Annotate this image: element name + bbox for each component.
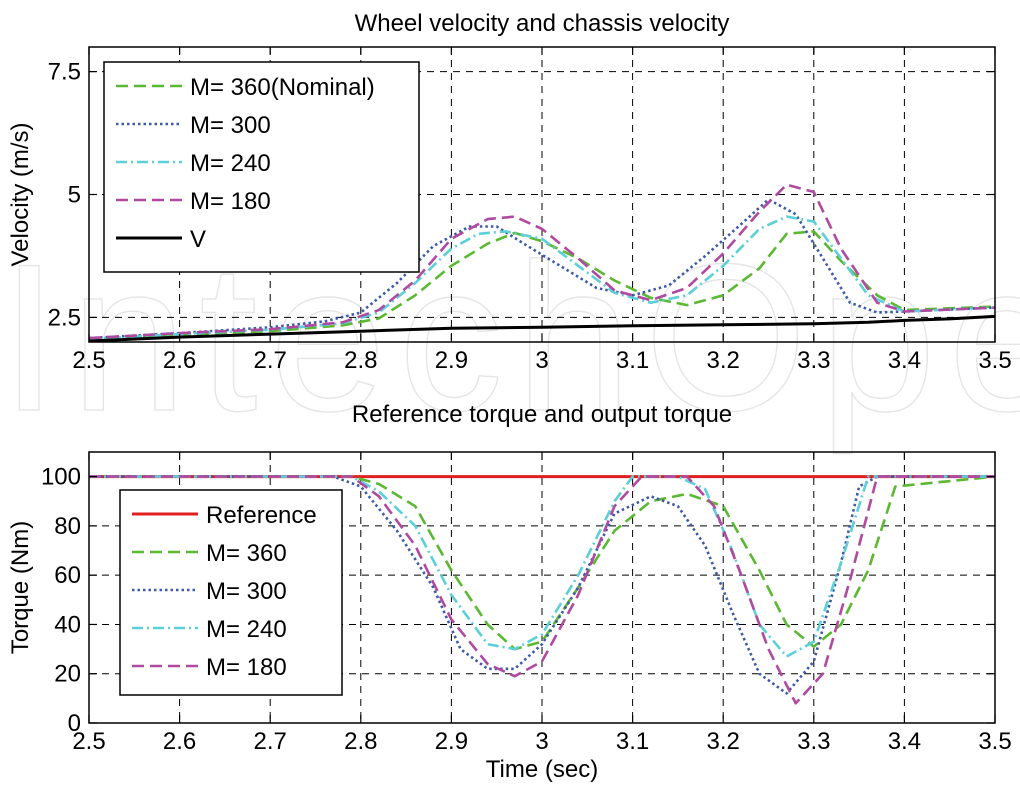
x-tick-label: 3.1 — [616, 728, 649, 755]
y-tick-label: 60 — [54, 562, 81, 589]
series-line-5 — [89, 475, 995, 705]
y-tick-label: 40 — [54, 611, 81, 638]
y-axis-label: Torque (Nm) — [7, 521, 34, 654]
y-axis-label: Velocity (m/s) — [7, 122, 34, 266]
chart-title: Wheel velocity and chassis velocity — [355, 10, 730, 37]
series-line-3 — [89, 475, 995, 695]
x-tick-label: 3.1 — [616, 347, 649, 374]
x-tick-label: 3 — [535, 347, 548, 374]
legend: Reference M= 360 M= 300 M= 240 M= 180 — [119, 489, 343, 696]
series-line-2 — [89, 198, 995, 340]
x-tick-label: 3.5 — [978, 728, 1011, 755]
x-tick-label: 2.9 — [435, 728, 468, 755]
x-tick-label: 2.5 — [72, 347, 105, 374]
x-tick-label: 2.6 — [163, 347, 196, 374]
x-tick-label: 3.3 — [797, 728, 830, 755]
x-tick-label: 2.7 — [254, 347, 287, 374]
x-tick-label: 2.6 — [163, 728, 196, 755]
x-tick-label: 3 — [535, 728, 548, 755]
torque-chart: 2.5 2.6 2.7 2.8 2.9 3 3.1 3.2 3.3 3.4 3.5 0 20 40 60 80… — [7, 401, 1012, 783]
legend-label: M= 360(Nominal) — [190, 74, 375, 101]
x-tick-label: 2.7 — [254, 728, 287, 755]
x-tick-label: 2.9 — [435, 347, 468, 374]
y-tick-label: 0 — [68, 710, 81, 737]
x-tick-label: 3.2 — [707, 347, 740, 374]
y-tick-label: 7.5 — [48, 59, 81, 86]
x-tick-label: 3.3 — [797, 347, 830, 374]
x-tick-label: 2.8 — [344, 728, 377, 755]
y-tick-label: 2.5 — [48, 304, 81, 331]
x-tick-label: 2.8 — [344, 347, 377, 374]
y-tick-label: 20 — [54, 661, 81, 688]
legend-label: Reference — [206, 502, 317, 529]
legend-label: V — [190, 226, 206, 253]
legend: M= 360(Nominal) M= 300 M= 240 M= 180 V — [103, 61, 420, 273]
legend-label: M= 360 — [206, 540, 287, 567]
x-axis-label: Time (sec) — [486, 756, 598, 783]
series-line-4 — [89, 475, 995, 658]
y-tick-label: 5 — [68, 182, 81, 209]
x-tick-label: 3.4 — [888, 728, 921, 755]
legend-box — [119, 489, 343, 696]
legend-label: M= 300 — [206, 578, 287, 605]
legend-label: M= 180 — [206, 654, 287, 681]
legend-label: M= 240 — [190, 150, 271, 177]
legend-label: M= 240 — [206, 616, 287, 643]
series-line-1 — [89, 230, 995, 341]
series-line-3 — [89, 215, 995, 341]
y-tick-label: 100 — [41, 464, 81, 491]
x-tick-label: 3.5 — [978, 347, 1011, 374]
chart-title: Reference torque and output torque — [352, 401, 732, 428]
velocity-chart: 2.5 2.6 2.7 2.8 2.9 3 3.1 3.2 3.3 3.4 3.5 2.5 5 7.5 Wh… — [7, 10, 1012, 374]
series-line-4 — [89, 183, 995, 340]
legend-label: M= 300 — [190, 112, 271, 139]
x-tick-label: 2.5 — [72, 728, 105, 755]
x-tick-label: 3.4 — [888, 347, 921, 374]
y-tick-label: 80 — [54, 513, 81, 540]
x-tick-label: 3.2 — [707, 728, 740, 755]
legend-label: M= 180 — [190, 188, 271, 215]
